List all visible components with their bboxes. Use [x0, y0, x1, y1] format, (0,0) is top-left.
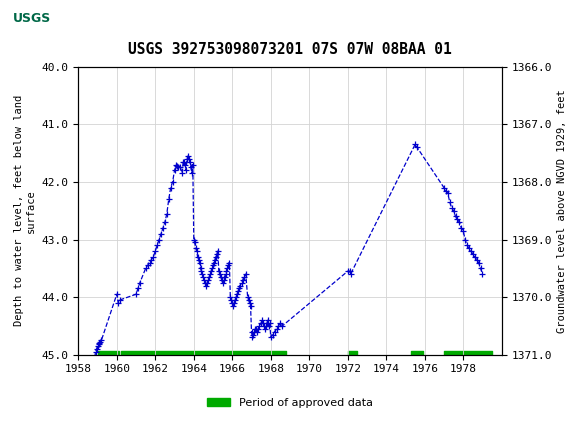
- Y-axis label: Depth to water level, feet below land
surface: Depth to water level, feet below land su…: [14, 95, 36, 326]
- Y-axis label: Groundwater level above NGVD 1929, feet: Groundwater level above NGVD 1929, feet: [557, 89, 567, 332]
- Legend: Period of approved data: Period of approved data: [203, 394, 377, 412]
- Text: USGS 392753098073201 07S 07W 08BAA 01: USGS 392753098073201 07S 07W 08BAA 01: [128, 43, 452, 57]
- FancyBboxPatch shape: [6, 3, 58, 33]
- Text: USGS: USGS: [13, 12, 51, 25]
